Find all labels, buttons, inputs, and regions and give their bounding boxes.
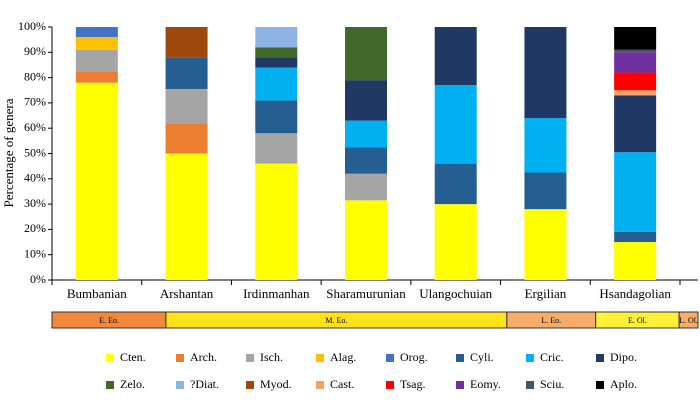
bar-segment xyxy=(614,27,657,50)
bar-segment xyxy=(345,147,387,174)
bar-segment xyxy=(75,82,118,280)
legend-label: ?Diat. xyxy=(190,377,219,391)
epoch-label: L. Eo. xyxy=(541,316,561,325)
bar-segment xyxy=(434,27,477,86)
bar-segment xyxy=(524,209,567,280)
x-tick-label: Arshantan xyxy=(160,286,214,301)
legend-label: Zelo. xyxy=(120,377,145,391)
x-tick-label: Sharamurunian xyxy=(326,286,406,301)
legend-label: Tsag. xyxy=(400,377,426,391)
bar-segment xyxy=(75,71,118,83)
bar-segment xyxy=(345,200,387,280)
epoch-label: E. Ol. xyxy=(628,316,647,325)
bar-segment xyxy=(524,118,567,173)
legend-label: Cric. xyxy=(540,350,564,364)
epoch-band xyxy=(678,311,699,329)
y-tick-label: 40% xyxy=(24,171,46,185)
y-tick-label: 20% xyxy=(24,221,46,235)
y-axis-label: Percentage of genera xyxy=(1,98,16,207)
x-tick-label: Ulangochuian xyxy=(419,286,492,301)
legend-swatch xyxy=(526,381,534,389)
x-tick-label: Ergilian xyxy=(525,286,567,301)
x-tick-label: Bumbanian xyxy=(67,286,127,301)
bar-segment xyxy=(255,67,298,101)
bar-segment xyxy=(345,27,387,81)
y-tick-label: 100% xyxy=(18,19,46,33)
epoch-label: L. Ol. xyxy=(679,316,698,325)
bar-segment xyxy=(255,27,298,48)
bar-segment xyxy=(165,123,208,154)
y-tick-label: 60% xyxy=(24,120,46,134)
bar-segment xyxy=(614,49,657,53)
legend-label: Cten. xyxy=(120,350,146,364)
bar-segment xyxy=(614,95,657,153)
legend-label: Cast. xyxy=(330,377,354,391)
bar-segment xyxy=(524,172,567,210)
legend-swatch xyxy=(316,381,324,389)
legend-label: Dipo. xyxy=(610,350,637,364)
bar-segment xyxy=(255,100,298,134)
y-tick-label: 50% xyxy=(24,145,46,159)
epoch-label: E. Eo. xyxy=(99,316,119,325)
legend-swatch xyxy=(456,381,464,389)
bar-segment xyxy=(614,72,657,91)
bar-segment xyxy=(165,27,208,58)
y-tick-label: 90% xyxy=(24,44,46,58)
y-tick-label: 80% xyxy=(24,69,46,83)
bar-segment xyxy=(255,163,298,280)
bar-segment xyxy=(434,204,477,280)
legend-label: Myod. xyxy=(260,377,292,391)
legend-label: Cyli. xyxy=(470,350,494,364)
legend-swatch xyxy=(386,381,394,389)
legend-label: Alag. xyxy=(330,350,356,364)
legend-label: Orog. xyxy=(400,350,428,364)
bar-segment xyxy=(255,47,298,58)
legend-swatch xyxy=(246,381,254,389)
legend-swatch xyxy=(456,354,464,362)
bar-segment xyxy=(165,153,208,280)
legend-label: Sciu. xyxy=(540,377,564,391)
legend-label: Isch. xyxy=(260,350,283,364)
legend-label: Aplo. xyxy=(610,377,637,391)
legend-swatch xyxy=(596,381,604,389)
bar-segment xyxy=(345,80,387,121)
bar-segment xyxy=(345,120,387,148)
bar-segment xyxy=(345,173,387,201)
bar-segment xyxy=(614,242,657,280)
x-tick-label: Hsandagolian xyxy=(599,286,671,301)
bar-segment xyxy=(524,27,567,119)
x-tick-label: Irdinmanhan xyxy=(243,286,310,301)
legend-label: Eomy. xyxy=(470,377,501,391)
legend-swatch xyxy=(106,354,114,362)
y-tick-label: 70% xyxy=(24,95,46,109)
y-tick-label: 30% xyxy=(24,196,46,210)
legend-swatch xyxy=(176,381,184,389)
bar-segment xyxy=(75,49,118,72)
legend-label: Arch. xyxy=(190,350,217,364)
legend-swatch xyxy=(526,354,534,362)
bar-segment xyxy=(614,152,657,232)
y-tick-label: 10% xyxy=(24,246,46,260)
bar-segment xyxy=(614,90,657,96)
bar-segment xyxy=(75,27,118,38)
bar-segment xyxy=(614,52,657,73)
bar-segment xyxy=(614,231,657,243)
bar-segment xyxy=(255,133,298,164)
bar-segment xyxy=(75,37,118,50)
epoch-label: M. Eo. xyxy=(325,316,347,325)
y-tick-label: 0% xyxy=(30,272,46,286)
bar-segment xyxy=(255,57,298,68)
bar-segment xyxy=(434,163,477,205)
legend-swatch xyxy=(106,381,114,389)
legend-swatch xyxy=(316,354,324,362)
legend-swatch xyxy=(386,354,394,362)
legend-swatch xyxy=(596,354,604,362)
bar-segment xyxy=(165,88,208,124)
legend-swatch xyxy=(246,354,254,362)
bar-segment xyxy=(165,57,208,89)
legend-swatch xyxy=(176,354,184,362)
bar-segment xyxy=(434,85,477,164)
